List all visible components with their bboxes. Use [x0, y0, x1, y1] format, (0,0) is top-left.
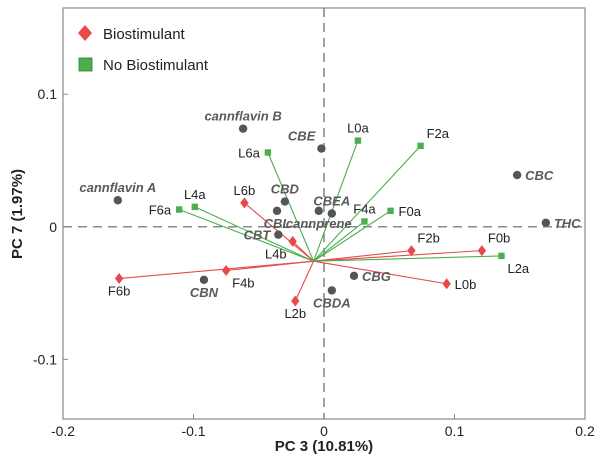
- spoke-f6a: [178, 209, 314, 262]
- variable-label-cbd: CBD: [271, 182, 300, 197]
- sample-label-l0a: L0a: [347, 121, 369, 136]
- variable-point-cbd: [280, 197, 290, 206]
- sample-label-l0b: L0b: [455, 277, 477, 292]
- spoke-f4a: [313, 221, 365, 262]
- sample-label-f6a: F6a: [149, 203, 172, 218]
- x-axis-label: PC 3 (10.81%): [275, 438, 373, 455]
- variable-label-cbn: CBN: [190, 285, 219, 300]
- sample-label-f6b: F6b: [108, 283, 130, 298]
- x-tick-label: 0.1: [445, 423, 465, 439]
- variable-label-thc: THC: [554, 216, 581, 231]
- legend: Biostimulant No Biostimulant: [78, 25, 209, 74]
- nobio-point-f0a: [387, 207, 394, 215]
- nobio-point-f4a: [361, 218, 368, 225]
- legend-no-biostimulant-label: No Biostimulant: [103, 57, 209, 74]
- spoke-f2b: [313, 250, 412, 262]
- y-tick-label: 0: [49, 219, 57, 235]
- series-lines: [119, 140, 502, 302]
- x-tick-label: 0: [320, 423, 328, 439]
- x-tick-label: 0.2: [575, 423, 595, 439]
- variable-label-cannflavin-a: cannflavin A: [79, 180, 156, 195]
- variable-point-cbg: [349, 271, 359, 281]
- spoke-f2a: [313, 145, 421, 262]
- variable-point-cbl: [272, 206, 282, 216]
- bio-point-f6b: [114, 272, 124, 284]
- sample-label-l4b: L4b: [265, 246, 287, 261]
- nobio-point-l2a: [498, 252, 505, 260]
- sample-markers: L6b F6b F4b L4b L2b F2b F0b L0b L6a L4a F6a L0a F2a F…: [108, 121, 530, 321]
- variable-point-cbe: [317, 144, 326, 153]
- nobio-point-f6a: [175, 206, 183, 213]
- spoke-l2a: [313, 255, 502, 262]
- variable-point-cbc: [512, 170, 522, 180]
- y-axis-label: PC 7 (1.97%): [9, 169, 26, 259]
- bio-point-l6b: [240, 197, 249, 209]
- variable-point-cbn: [199, 275, 209, 284]
- variable-label-cbe: CBE: [288, 129, 316, 144]
- spoke-f0b: [313, 250, 482, 262]
- spoke-l4b: [292, 240, 314, 262]
- variable-point-cannprene: [314, 206, 323, 216]
- sample-label-f0a: F0a: [399, 204, 422, 219]
- variable-point-cbt: [274, 230, 283, 239]
- sample-label-f0b: F0b: [488, 231, 510, 246]
- spoke-l0a: [313, 140, 359, 262]
- sample-label-f4a: F4a: [353, 201, 376, 216]
- spoke-l4a: [194, 206, 314, 262]
- variable-markers: cannflavin B cannflavin A CBE CBD CBEA CBLCBT…: [79, 109, 581, 311]
- sample-label-l2a: L2a: [507, 261, 529, 276]
- variable-point-cannflavin-a: [113, 196, 123, 205]
- legend-diamond-icon: [78, 25, 92, 41]
- variable-point-cbda: [327, 286, 337, 295]
- variable-label-cbt: CBT: [244, 228, 272, 243]
- sample-label-f2a: F2a: [427, 126, 450, 141]
- bio-point-l4b: [288, 235, 297, 247]
- x-tick-label: -0.1: [181, 423, 205, 439]
- spoke-l6a: [267, 152, 315, 262]
- y-tick-label: -0.1: [33, 351, 57, 367]
- spoke-f0a: [313, 210, 391, 262]
- variable-label-cannflavin-b: cannflavin B: [204, 109, 281, 124]
- y-ticks: -0.1 0 0.1: [33, 86, 68, 367]
- sample-label-l4a: L4a: [184, 187, 206, 202]
- sample-label-f2b: F2b: [417, 231, 439, 246]
- sample-label-f4b: F4b: [232, 276, 254, 291]
- variable-point-cannflavin-b: [238, 124, 248, 133]
- variable-label-cannprene: cannprene: [286, 216, 352, 231]
- variable-label-cbg: CBG: [362, 269, 391, 284]
- y-tick-label: 0.1: [38, 86, 58, 102]
- legend-square-icon: [78, 57, 93, 72]
- variable-label-cbda: CBDA: [313, 295, 351, 310]
- nobio-point-f2a: [417, 142, 424, 150]
- variable-point-thc: [541, 218, 551, 227]
- spoke-f4b: [226, 260, 314, 272]
- bio-point-f4b: [221, 265, 231, 277]
- bio-point-f2b: [407, 245, 416, 257]
- spoke-l2b: [294, 260, 315, 302]
- variable-label-cbl: CBL: [264, 216, 291, 231]
- nobio-point-l4a: [191, 203, 199, 211]
- x-tick-label: -0.2: [51, 423, 75, 439]
- sample-label-l6b: L6b: [234, 183, 256, 198]
- legend-biostimulant-label: Biostimulant: [103, 26, 186, 43]
- bio-point-f0b: [477, 245, 487, 257]
- variable-label-cbc: CBC: [525, 168, 554, 183]
- x-ticks: -0.2 -0.1 0 0.1 0.2: [51, 414, 595, 439]
- variable-label-cbea: CBEA: [313, 194, 350, 209]
- bio-point-l0b: [442, 278, 451, 290]
- nobio-point-l6a: [264, 149, 272, 156]
- sample-label-l2b: L2b: [284, 306, 306, 321]
- nobio-point-l0a: [354, 137, 362, 144]
- variable-point-cbea: [327, 209, 337, 218]
- spoke-l0b: [313, 260, 447, 285]
- spoke-f6b: [119, 260, 314, 280]
- sample-label-l6a: L6a: [238, 146, 260, 161]
- bio-point-l2b: [291, 295, 300, 307]
